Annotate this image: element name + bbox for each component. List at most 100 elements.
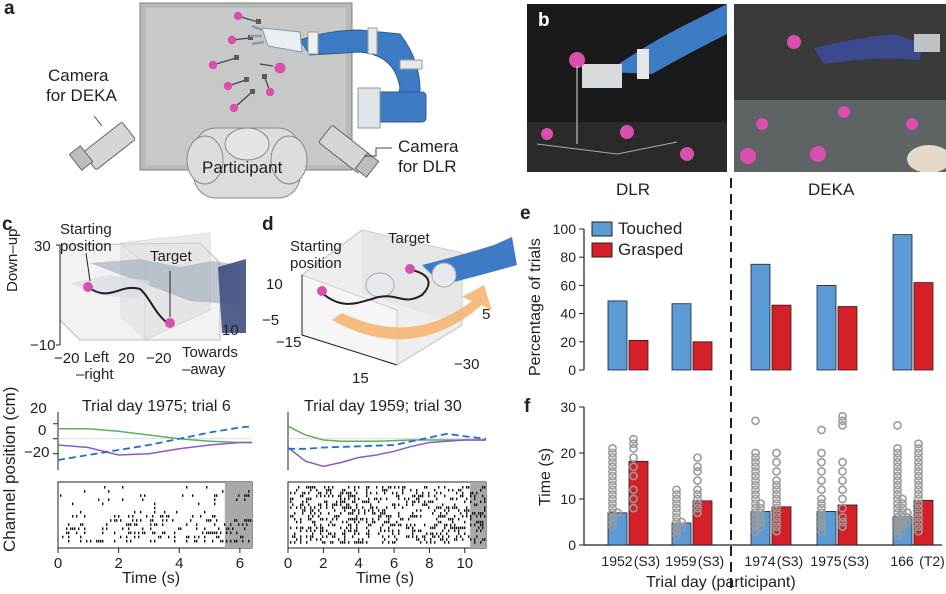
c-spike	[186, 539, 188, 543]
c-spike	[68, 523, 70, 526]
f-xtick-day-0: 1952	[601, 553, 632, 569]
d-spike	[412, 529, 414, 533]
d-spike	[358, 541, 360, 544]
d-spike	[352, 509, 354, 512]
f-trial-point	[608, 485, 617, 495]
d-spike	[356, 515, 358, 518]
f-trial-point	[893, 485, 902, 495]
d-spike	[416, 509, 418, 512]
c-spike	[186, 523, 188, 526]
d-spike	[354, 488, 356, 492]
d-spike	[306, 529, 308, 533]
d-spike	[402, 488, 404, 492]
d-spike	[328, 494, 330, 498]
d-spike	[444, 526, 446, 530]
d-spike	[302, 509, 304, 512]
c-spike	[232, 527, 234, 531]
d-spike	[348, 503, 350, 506]
c-spike	[192, 515, 194, 518]
d-spike	[448, 517, 450, 521]
c-spike	[84, 527, 86, 531]
f-trial-point	[672, 485, 681, 495]
f-trial-point	[893, 494, 902, 504]
d-spike	[386, 515, 388, 518]
f-trial-point	[608, 517, 617, 527]
d-spike	[434, 535, 436, 538]
d-spike	[422, 491, 424, 495]
d-spike	[458, 509, 460, 512]
d-spike	[424, 538, 426, 541]
c-spike	[86, 539, 88, 543]
f-trial-point	[893, 503, 902, 513]
d-spike	[402, 491, 404, 495]
f-trial-point	[751, 485, 760, 495]
c-spike	[226, 527, 228, 531]
f-trial-point	[914, 448, 923, 458]
c-spike	[198, 535, 200, 539]
c-spike	[166, 519, 168, 522]
d-spike	[416, 538, 418, 541]
c-spike	[206, 531, 208, 535]
d-spike	[454, 538, 456, 541]
d-spike	[302, 512, 304, 515]
d-spike	[340, 494, 342, 498]
d-spike	[466, 497, 468, 501]
c-spike	[194, 535, 196, 539]
d-spike	[470, 491, 472, 495]
c-spike	[244, 494, 246, 497]
c-spike	[154, 510, 156, 514]
c-spike	[236, 519, 238, 522]
f-trial-point	[838, 457, 847, 467]
d-spike	[314, 512, 316, 515]
c-spike	[194, 539, 196, 543]
d-spike	[332, 506, 334, 509]
d-spike	[372, 512, 374, 515]
c-spike	[80, 539, 82, 543]
f-trial-point	[898, 503, 907, 513]
d-spike	[464, 526, 466, 530]
c-spike	[96, 539, 98, 543]
d-spike	[434, 523, 436, 527]
d-spike	[344, 538, 346, 541]
d-spike	[358, 538, 360, 541]
d-spike	[300, 529, 302, 533]
d-spike	[328, 512, 330, 515]
d-spike	[384, 538, 386, 541]
f-trial-point	[893, 443, 902, 453]
c-spike	[226, 531, 228, 535]
d-spike	[444, 494, 446, 498]
d-spike	[398, 486, 400, 489]
d-spike	[422, 535, 424, 538]
f-trial-point	[893, 457, 902, 467]
d-spike	[354, 497, 356, 501]
d-spike	[360, 541, 362, 544]
f-trial-point	[817, 503, 826, 513]
d-spike	[424, 523, 426, 527]
d-spike	[292, 503, 294, 506]
d-spike	[300, 535, 302, 538]
f-trial-point	[608, 457, 617, 467]
c-spike	[140, 494, 142, 497]
d-spike	[354, 529, 356, 533]
f-trial-point	[608, 512, 617, 522]
f-trial-point	[677, 522, 686, 531]
f-trial-point	[751, 462, 760, 472]
d-spike	[312, 509, 314, 512]
d-spike	[350, 506, 352, 509]
e-bar-grasped-3	[837, 306, 858, 371]
d-spike	[330, 488, 332, 492]
c-spike	[134, 510, 136, 514]
d-spike	[310, 535, 312, 538]
rotation-arrow	[332, 285, 492, 340]
d-spike	[468, 535, 470, 538]
d-xtick-label-5: 10	[456, 555, 473, 572]
e-ytick-label: 100	[553, 221, 577, 237]
d-spike	[292, 497, 294, 501]
d-spike	[306, 486, 308, 489]
c-spike	[74, 527, 76, 531]
f-trial-point	[772, 476, 781, 485]
panel-b-label: b	[538, 10, 550, 31]
d-spike	[430, 541, 432, 544]
d-spike	[484, 497, 486, 501]
f-trial-point	[772, 494, 781, 504]
